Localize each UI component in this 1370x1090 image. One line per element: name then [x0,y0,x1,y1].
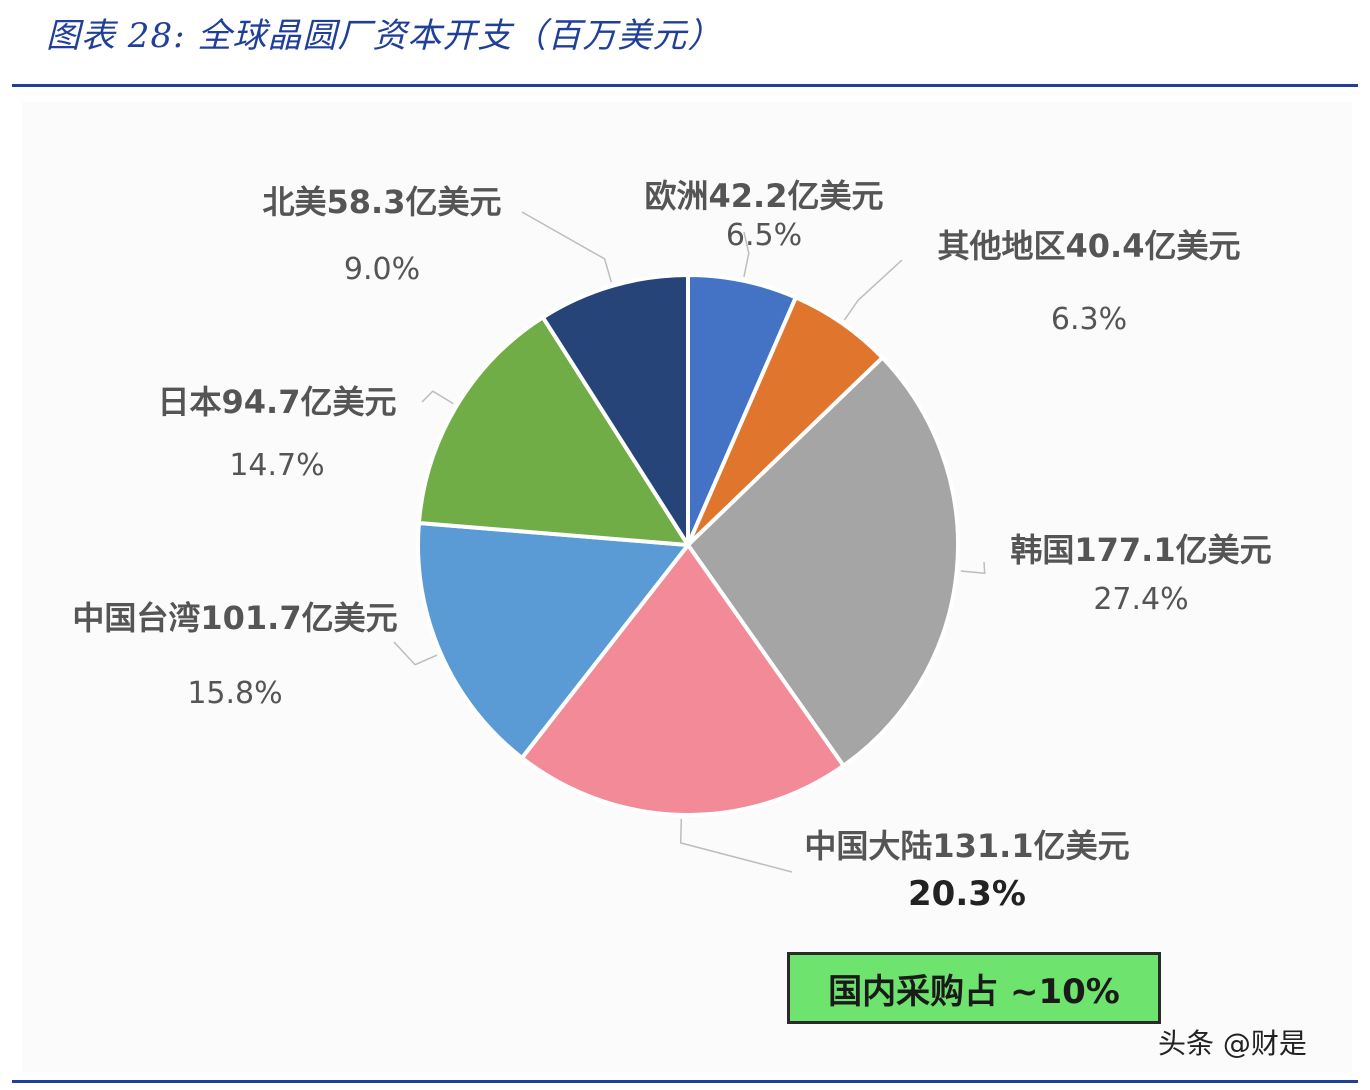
pie-slice-japan [416,315,690,547]
bottom-divider [12,1080,1358,1083]
label-other-regions: 其他地区40.4亿美元 6.3% [924,226,1254,340]
leader-line-other-regions [843,259,903,321]
label-korea-percent: 27.4% [1093,582,1189,617]
leader-line-mainland-china [679,818,793,873]
leader-line-japan [421,390,454,405]
label-mainland-china-percent: 20.3% [908,874,1026,914]
pie-slice-mainland-china [519,543,846,817]
pie-slice-europe [686,273,798,547]
label-taiwan-name: 中国台湾101.7亿美元 [72,599,398,637]
pie-chart [393,211,986,873]
label-mainland-china-name: 中国大陆131.1亿美元 [804,827,1130,865]
pie-slice-north-america [540,273,690,547]
figure-title: 图表 28: 全球晶圆厂资本开支（百万美元） [46,16,723,56]
label-north-america: 北美58.3亿美元 9.0% [242,182,522,290]
chart-panel: 欧洲42.2亿美元 6.5% 其他地区40.4亿美元 6.3% 韩国177.1亿… [22,102,1352,1072]
pie-slice-korea [686,355,960,768]
label-japan-percent: 14.7% [229,448,325,483]
label-north-america-percent: 9.0% [343,252,421,287]
label-europe-name: 欧洲42.2亿美元 [644,177,884,215]
watermark: 头条 @财是 [1158,1027,1307,1060]
label-korea: 韩国177.1亿美元 27.4% [996,530,1286,620]
domestic-procurement-callout: 国内采购占 ~10% [787,952,1161,1024]
label-taiwan-percent: 15.8% [187,676,283,711]
label-korea-name: 韩国177.1亿美元 [1010,531,1272,569]
leader-line-north-america [521,211,613,283]
label-japan: 日本94.7亿美元 14.7% [132,382,422,486]
leader-line-korea [960,561,986,575]
pie-slice-taiwan [416,521,690,760]
label-japan-name: 日本94.7亿美元 [157,383,397,421]
label-europe-percent: 6.5% [725,218,803,253]
label-other-regions-name: 其他地区40.4亿美元 [937,227,1241,265]
label-taiwan: 中国台湾101.7亿美元 15.8% [60,598,410,714]
label-europe: 欧洲42.2亿美元 6.5% [634,176,894,256]
leader-line-europe [743,231,750,277]
leader-line-taiwan [393,641,438,666]
label-other-regions-percent: 6.3% [1050,302,1128,337]
label-north-america-name: 北美58.3亿美元 [262,183,502,221]
label-mainland-china: 中国大陆131.1亿美元 20.3% [792,826,1142,914]
title-divider [12,84,1358,87]
